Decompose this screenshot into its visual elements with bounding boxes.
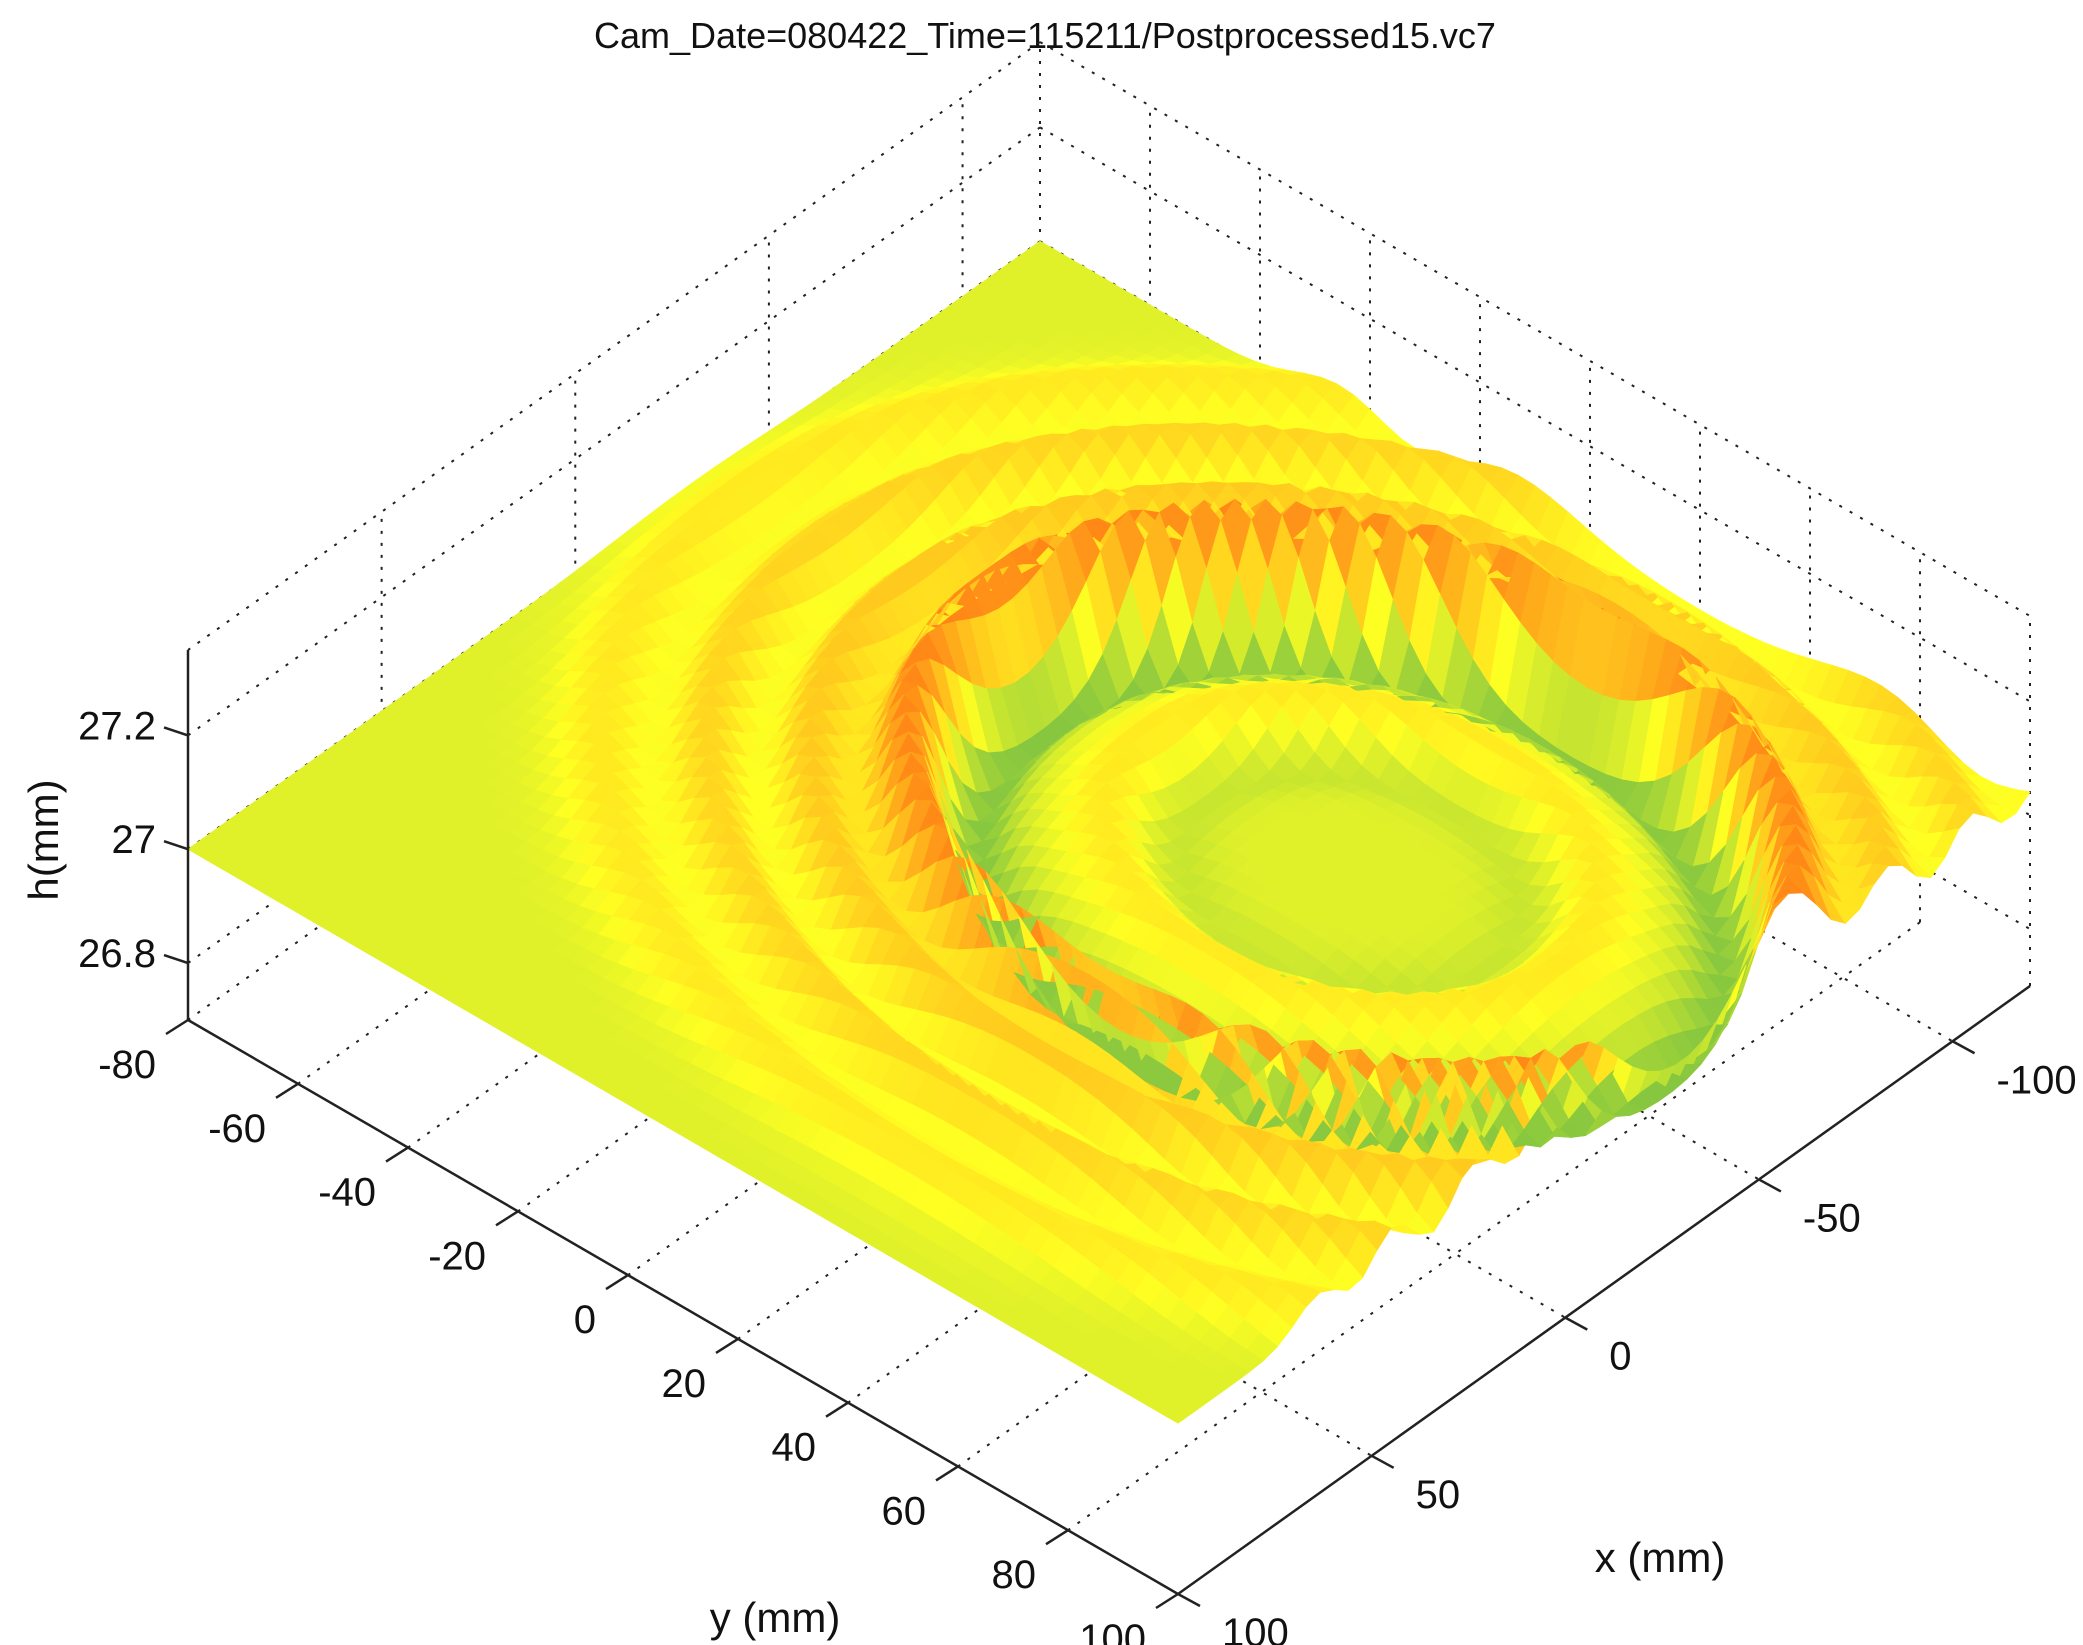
z-tick-mark bbox=[163, 953, 189, 965]
y-tick-label: 100 bbox=[1079, 1617, 1146, 1645]
x-tick-mark bbox=[1951, 1040, 1976, 1055]
y-tick-mark bbox=[495, 1210, 519, 1227]
x-tick-label: 0 bbox=[1609, 1335, 1631, 1379]
z-tick-label: 27 bbox=[112, 818, 157, 862]
y-tick-mark bbox=[1045, 1529, 1069, 1546]
y-tick-mark bbox=[715, 1337, 739, 1354]
surface-patch bbox=[1827, 894, 1861, 925]
z-tick-label: 26.8 bbox=[78, 932, 156, 976]
z-tick-labels: 26.8 27 27.2 bbox=[78, 704, 156, 976]
y-tick-label: 40 bbox=[772, 1426, 817, 1470]
y-axis-line bbox=[187, 1018, 1179, 1596]
y-tick-label: 0 bbox=[574, 1298, 596, 1342]
y-tick-label: 80 bbox=[992, 1553, 1037, 1597]
x-tick-label: 100 bbox=[1222, 1611, 1289, 1645]
y-axis-label: y (mm) bbox=[710, 1594, 841, 1641]
y-tick-mark bbox=[385, 1146, 409, 1163]
z-tick-label: 27.2 bbox=[78, 704, 156, 748]
surface-patch bbox=[1584, 1110, 1617, 1136]
x-tick-mark bbox=[1177, 1592, 1201, 1608]
x-tick-label: -100 bbox=[1997, 1058, 2077, 1102]
x-tick-mark bbox=[1371, 1454, 1395, 1469]
x-axis-line bbox=[1177, 984, 2031, 1596]
x-tick-label: 50 bbox=[1416, 1473, 1461, 1517]
z-tick-mark bbox=[163, 840, 189, 851]
surface-patch bbox=[1984, 804, 2017, 824]
y-tick-label: -40 bbox=[318, 1171, 376, 1215]
y-tick-mark bbox=[605, 1274, 629, 1291]
x-tick-mark bbox=[1564, 1316, 1588, 1331]
y-tick-label: -80 bbox=[98, 1043, 156, 1087]
y-tick-label: -60 bbox=[208, 1107, 266, 1151]
axes bbox=[163, 650, 2031, 1610]
y-tick-mark bbox=[275, 1082, 299, 1099]
y-tick-label: 60 bbox=[882, 1489, 927, 1533]
x-axis-label: x (mm) bbox=[1595, 1534, 1726, 1581]
surface-patch bbox=[1539, 1127, 1573, 1148]
y-tick-label: -20 bbox=[428, 1234, 486, 1278]
y-tick-mark bbox=[1155, 1592, 1179, 1610]
y-tick-label: 20 bbox=[662, 1362, 707, 1406]
z-tick-mark bbox=[163, 726, 189, 737]
z-axis-label: h(mm) bbox=[20, 779, 67, 900]
surface-patch bbox=[1160, 1403, 1193, 1424]
x-tick-labels: -100 -50 0 50 100 bbox=[1222, 1058, 2077, 1645]
x-tick-mark bbox=[1758, 1178, 1782, 1193]
surface-patch bbox=[1899, 848, 1932, 879]
y-tick-mark bbox=[165, 1018, 189, 1036]
y-tick-mark bbox=[935, 1465, 959, 1482]
surface bbox=[187, 240, 2031, 1424]
y-tick-mark bbox=[825, 1401, 849, 1418]
surface-patch bbox=[1508, 1129, 1542, 1149]
y-tick-labels: -80 -60 -40 -20 0 20 40 60 80 100 bbox=[98, 1043, 1146, 1645]
surface-patch bbox=[1388, 1225, 1420, 1235]
chart-title: Cam_Date=080422_Time=115211/Postprocesse… bbox=[594, 15, 1496, 56]
x-tick-label: -50 bbox=[1803, 1196, 1861, 1240]
